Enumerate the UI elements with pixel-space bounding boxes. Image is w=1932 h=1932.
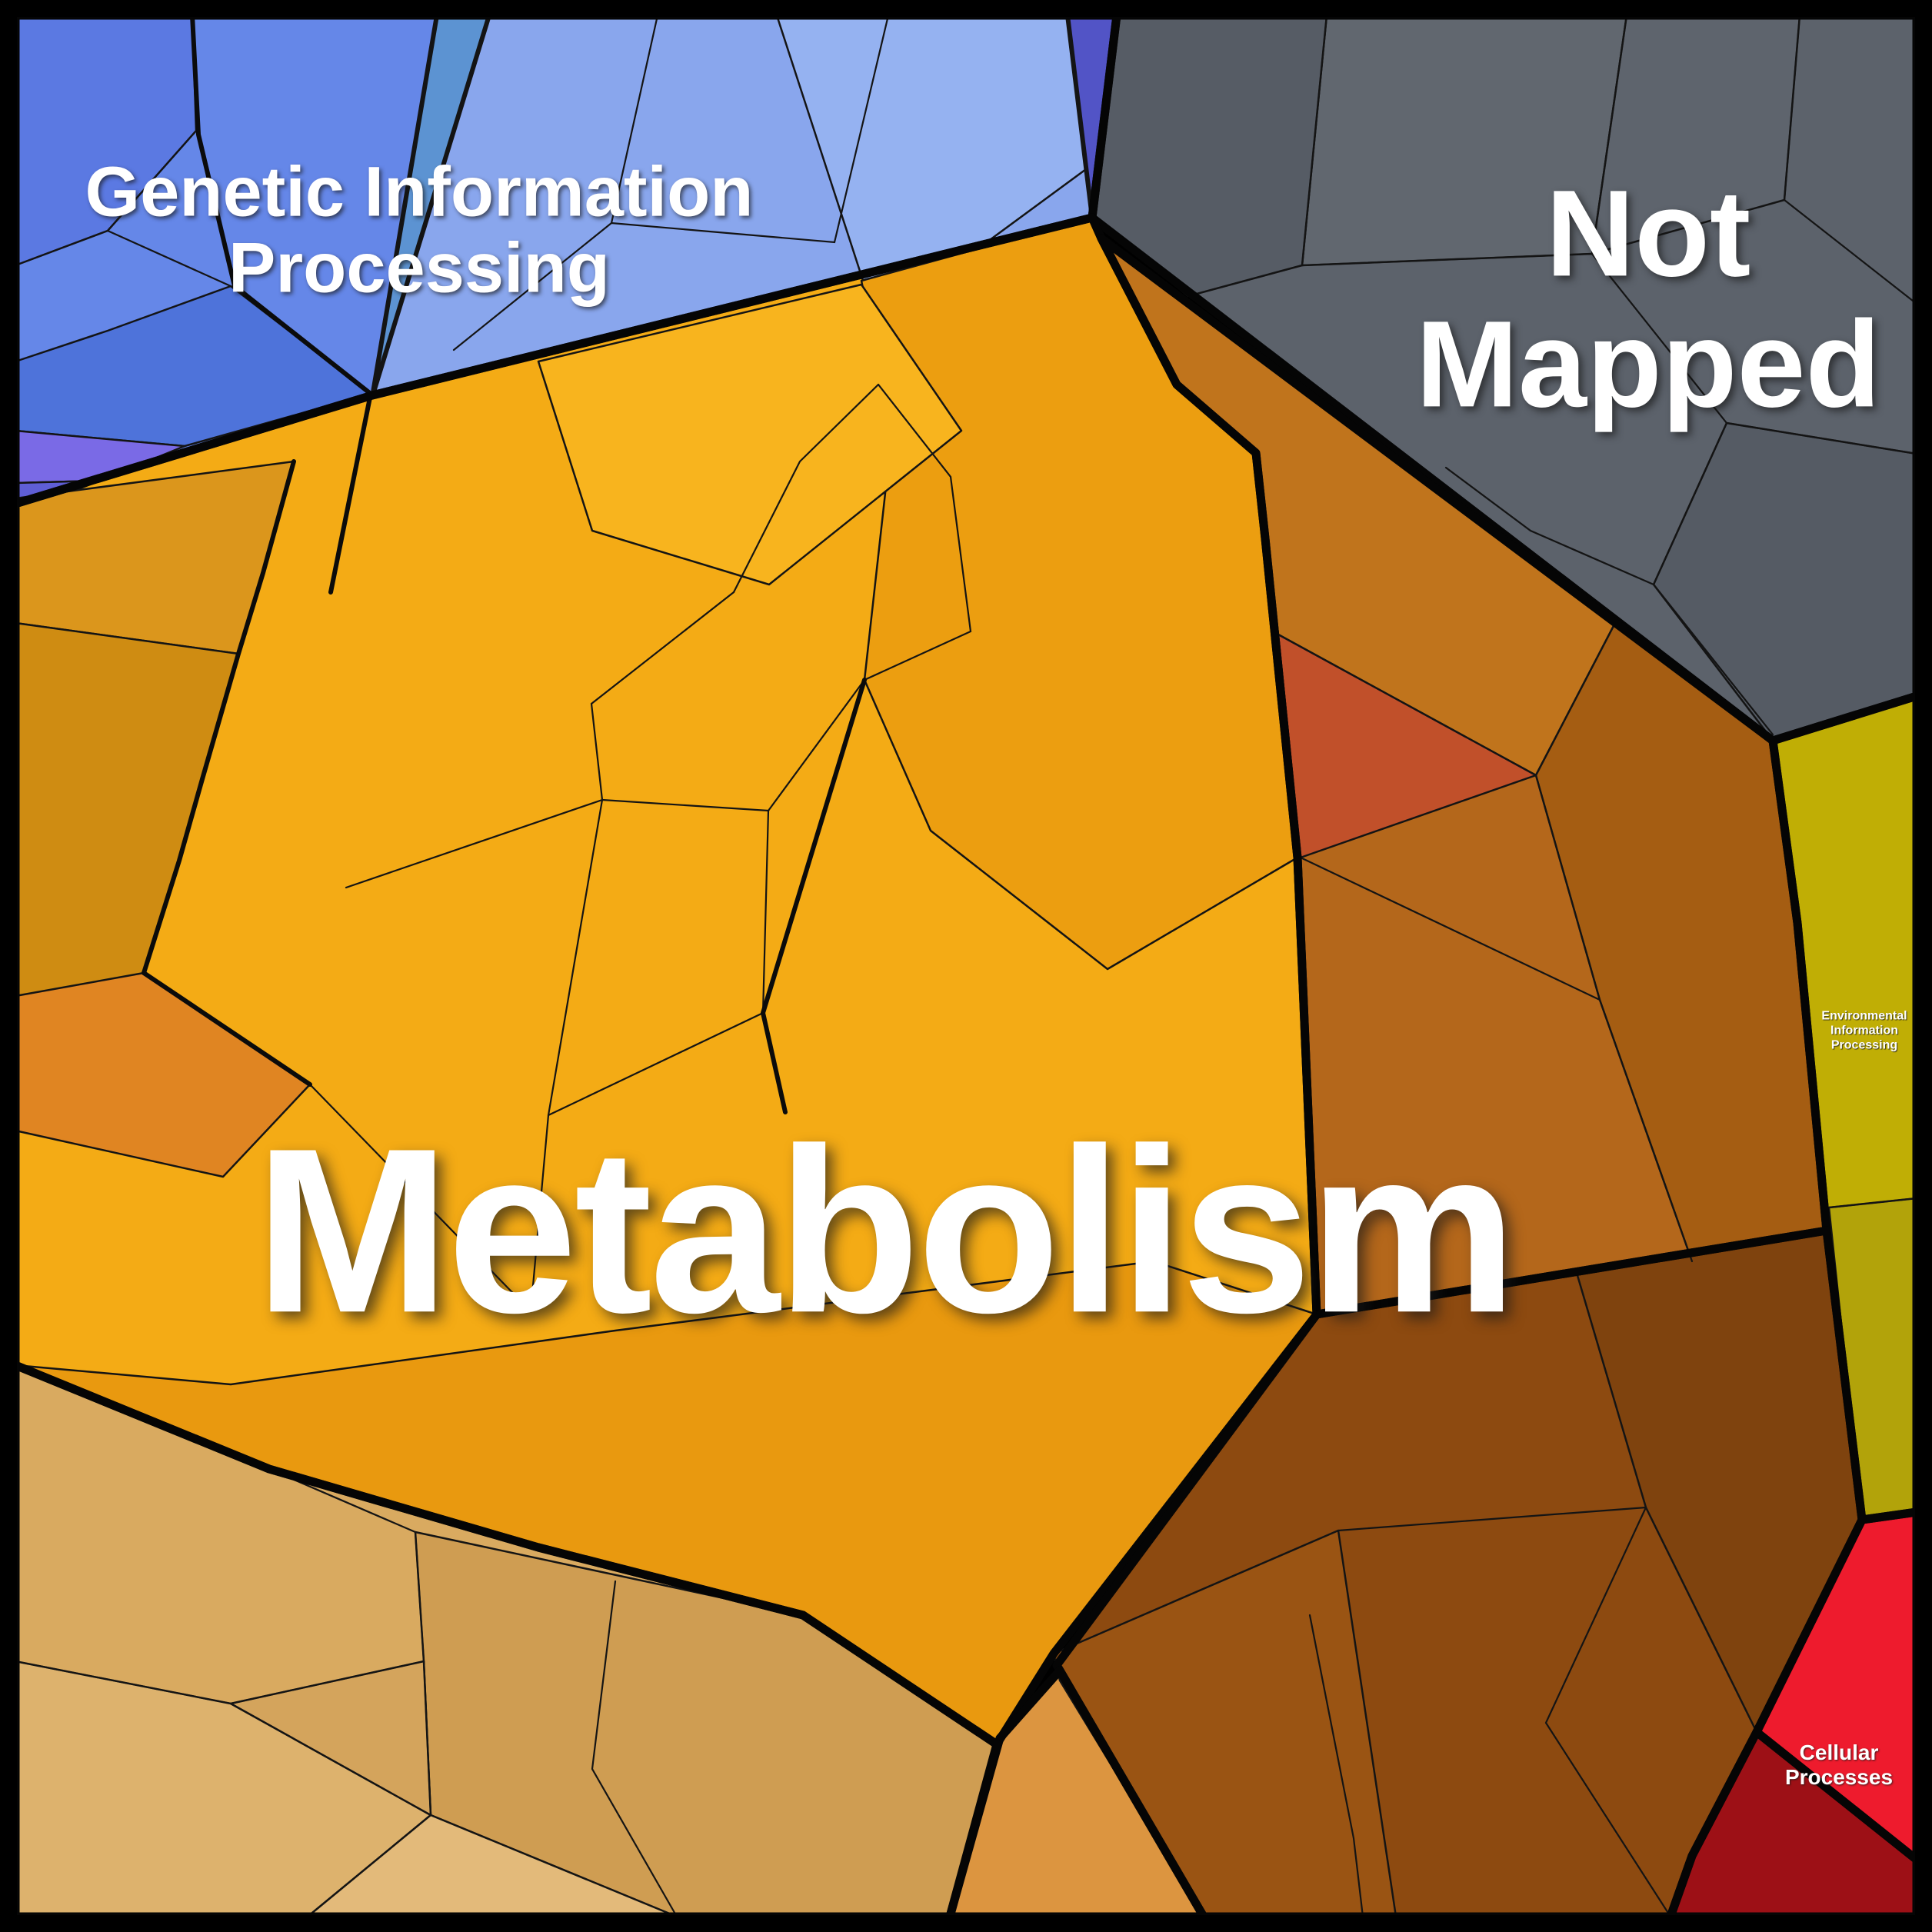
medium-division-lines	[142, 13, 867, 1114]
metabolism-orange-divider	[142, 971, 312, 1087]
metabolism-left-divider	[142, 459, 296, 975]
region-cellular-processes-dark[interactable]	[1671, 1732, 1917, 1917]
notmapped-cell-a	[1301, 14, 1628, 267]
subcell-overlays	[14, 13, 1918, 1918]
region-orange-wedge[interactable]	[950, 1671, 1204, 1917]
thin-cell-lines	[14, 14, 1918, 1918]
metabolism-center-divider	[761, 678, 867, 1114]
metabolism-tip-divider	[328, 391, 373, 595]
region-cellular-processes-bright[interactable]	[1757, 1512, 1917, 1860]
gip-thick-divider	[190, 13, 373, 396]
metabolism-bright-cell	[537, 283, 963, 586]
